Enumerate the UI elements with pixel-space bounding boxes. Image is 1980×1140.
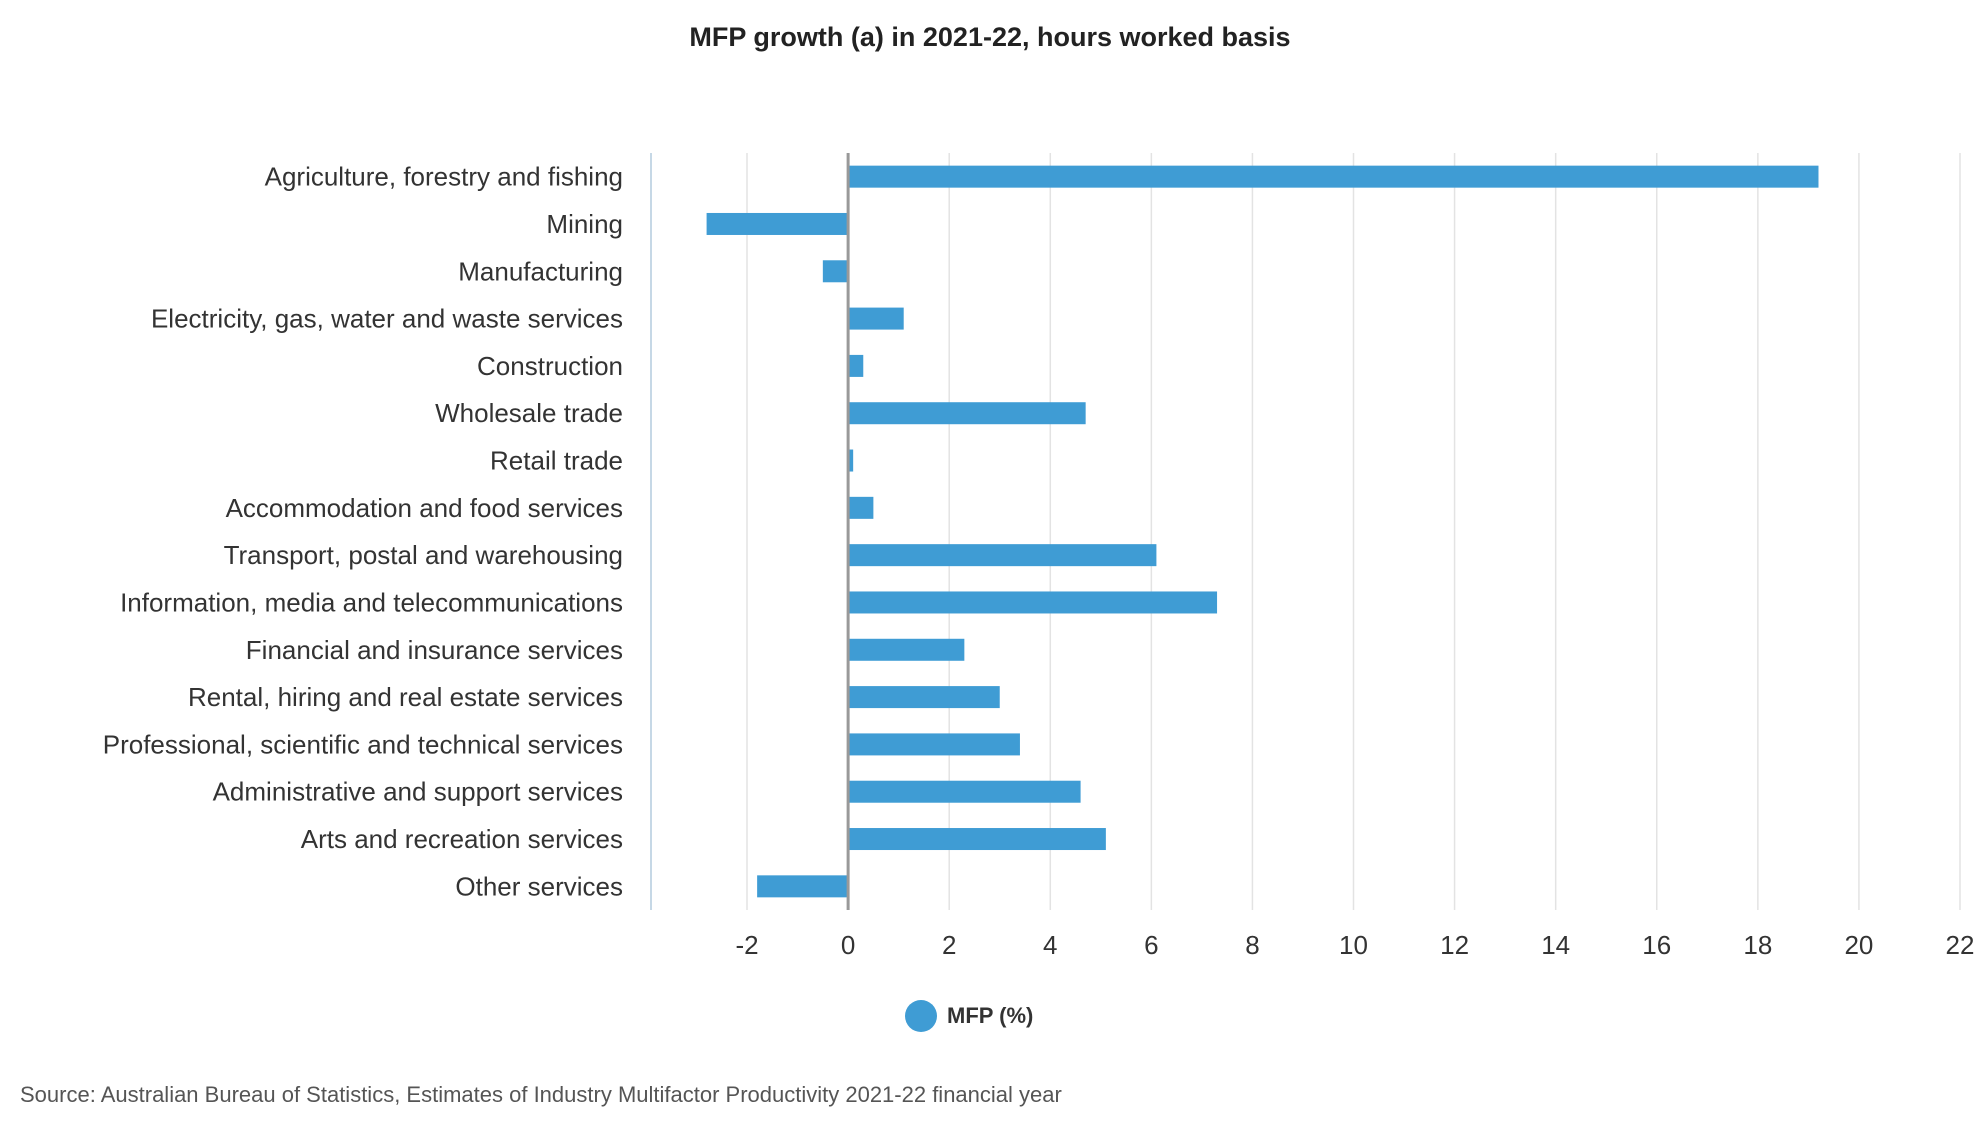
category-label: Arts and recreation services [301,824,623,854]
category-label: Retail trade [490,446,623,476]
bar-layer [706,153,1819,910]
category-label: Wholesale trade [435,398,623,428]
bar[interactable] [848,638,965,661]
bar[interactable] [848,733,1020,756]
bar[interactable] [848,496,874,519]
category-label: Rental, hiring and real estate services [188,682,623,712]
bar[interactable] [848,165,1819,188]
bar[interactable] [848,402,1086,425]
x-tick-label: 6 [1144,930,1158,960]
bar[interactable] [848,449,854,472]
bar[interactable] [848,780,1081,803]
x-tick-label: 2 [942,930,956,960]
category-label: Mining [546,209,623,239]
x-tick-label: 14 [1541,930,1570,960]
legend[interactable]: MFP (%) [905,1000,1033,1032]
category-label: Transport, postal and warehousing [224,540,623,570]
x-tick-label: -2 [735,930,758,960]
x-tick-label: 18 [1743,930,1772,960]
source-note: Source: Australian Bureau of Statistics,… [20,1082,1062,1107]
x-tick-label: 16 [1642,930,1671,960]
legend-swatch-icon [905,1000,937,1032]
chart-plot: Agriculture, forestry and fishing Mining M… [103,153,1974,960]
x-tick-label: 22 [1946,930,1975,960]
category-label: Other services [455,871,623,901]
grid-layer [650,153,1961,910]
category-label: Manufacturing [458,256,623,286]
category-label: Electricity, gas, water and waste servic… [151,304,623,334]
chart-title: MFP growth (a) in 2021-22, hours worked … [689,22,1291,52]
x-tick-label: 4 [1043,930,1057,960]
x-tick-label: 0 [841,930,855,960]
category-label: Accommodation and food services [226,493,623,523]
category-label: Construction [477,351,623,381]
category-label: Administrative and support services [213,777,623,807]
bar[interactable] [848,591,1218,614]
category-labels: Agriculture, forestry and fishing Mining M… [103,162,623,902]
x-tick-label: 12 [1440,930,1469,960]
bar[interactable] [757,875,849,898]
category-label: Professional, scientific and technical s… [103,729,623,759]
category-label: Financial and insurance services [246,635,623,665]
bar[interactable] [848,544,1157,567]
x-tick-label: 8 [1245,930,1259,960]
bar[interactable] [706,212,849,235]
bar[interactable] [848,307,904,330]
bar[interactable] [822,260,849,283]
category-label: Information, media and telecommunication… [120,587,623,617]
bar[interactable] [848,686,1000,709]
x-tick-label: 10 [1339,930,1368,960]
bar[interactable] [848,354,864,377]
category-label: Agriculture, forestry and fishing [265,162,623,192]
legend-label: MFP (%) [947,1003,1034,1028]
bar[interactable] [848,828,1106,851]
x-tick-label: 20 [1844,930,1873,960]
x-axis-ticks: -2 0 2 4 6 8 10 12 14 16 18 20 22 [735,930,1974,960]
